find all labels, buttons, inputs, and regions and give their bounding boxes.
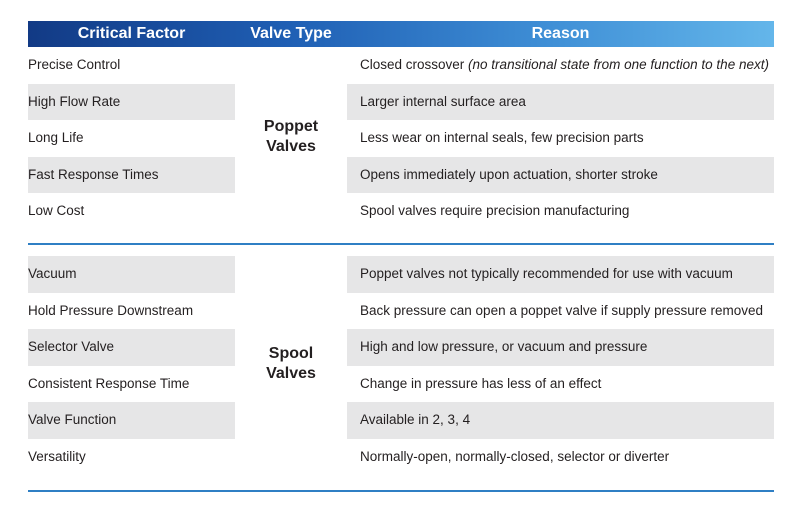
- valve-type-line: Spool: [268, 345, 314, 362]
- table-header: Critical Factor Valve Type Reason: [28, 21, 774, 47]
- valve-comparison-table: Critical Factor Valve Type Reason Precis…: [28, 21, 774, 502]
- factor-cell: Precise Control: [28, 57, 121, 72]
- reason-note: (no transitional state from one function…: [468, 57, 769, 72]
- table-bottom-divider: [28, 489, 774, 492]
- reason-cell: Larger internal surface area: [347, 83, 774, 121]
- reason-cell: High and low pressure, or vacuum and pre…: [347, 329, 774, 366]
- group-divider: [28, 243, 774, 245]
- table-row: Versatility Normally-open, normally-clos…: [28, 439, 774, 476]
- valve-type-poppet: Poppet Valves: [235, 117, 347, 157]
- factor-cell: Low Cost: [28, 203, 85, 219]
- factor-cell: Vacuum: [28, 256, 235, 293]
- table-row: Long Life Less wear on internal seals, f…: [28, 120, 774, 157]
- reason-cell: Normally-open, normally-closed, selector…: [360, 448, 670, 464]
- factor-cell: Valve Function: [28, 402, 235, 439]
- table-row: Consistent Response Time Change in press…: [28, 366, 774, 403]
- factor-cell: Fast Response Times: [28, 156, 235, 194]
- factor-cell: High Flow Rate: [28, 83, 235, 121]
- factor-cell: Long Life: [28, 130, 84, 146]
- header-critical-factor: Critical Factor: [77, 25, 186, 42]
- factor-cell: Consistent Response Time: [28, 375, 190, 391]
- group-spacer: [28, 476, 774, 502]
- reason-text: Closed crossover: [360, 57, 469, 72]
- reason-cell: Poppet valves not typically recommended …: [347, 256, 774, 293]
- table-row: Selector Valve High and low pressure, or…: [28, 329, 774, 366]
- group-spacer: [28, 230, 774, 256]
- header-reason: Reason: [531, 25, 590, 42]
- valve-type-line: Poppet: [263, 118, 319, 135]
- reason-cell: Opens immediately upon actuation, shorte…: [347, 156, 774, 194]
- reason-cell: Back pressure can open a poppet valve if…: [360, 302, 763, 318]
- factor-cell: Selector Valve: [28, 329, 235, 366]
- poppet-group: Precise Control Closed crossover (no tra…: [28, 47, 774, 230]
- valve-type-spool: Spool Valves: [235, 344, 347, 384]
- valve-type-line: Valves: [266, 138, 316, 155]
- header-valve-type: Valve Type: [250, 25, 332, 42]
- table-row: Vacuum Poppet valves not typically recom…: [28, 256, 774, 293]
- reason-cell: Spool valves require precision manufactu…: [360, 203, 630, 219]
- table-row: Low Cost Spool valves require precision …: [28, 193, 774, 230]
- reason-cell: Available in 2, 3, 4: [347, 402, 774, 439]
- factor-cell: Versatility: [28, 448, 86, 464]
- valve-type-line: Valves: [266, 365, 316, 382]
- reason-cell: Change in pressure has less of an effect: [360, 375, 602, 391]
- table-row: Precise Control Closed crossover (no tra…: [28, 47, 774, 84]
- table-row: Valve Function Available in 2, 3, 4: [28, 402, 774, 439]
- table-row: Fast Response Times Opens immediately up…: [28, 156, 774, 194]
- table-row: High Flow Rate Larger internal surface a…: [28, 83, 774, 121]
- reason-cell: Closed crossover (no transitional state …: [347, 47, 774, 84]
- table-row: Hold Pressure Downstream Back pressure c…: [28, 293, 774, 330]
- factor-cell: Hold Pressure Downstream: [28, 302, 194, 318]
- reason-cell: Less wear on internal seals, few precisi…: [360, 130, 644, 146]
- spool-group: Vacuum Poppet valves not typically recom…: [28, 256, 774, 476]
